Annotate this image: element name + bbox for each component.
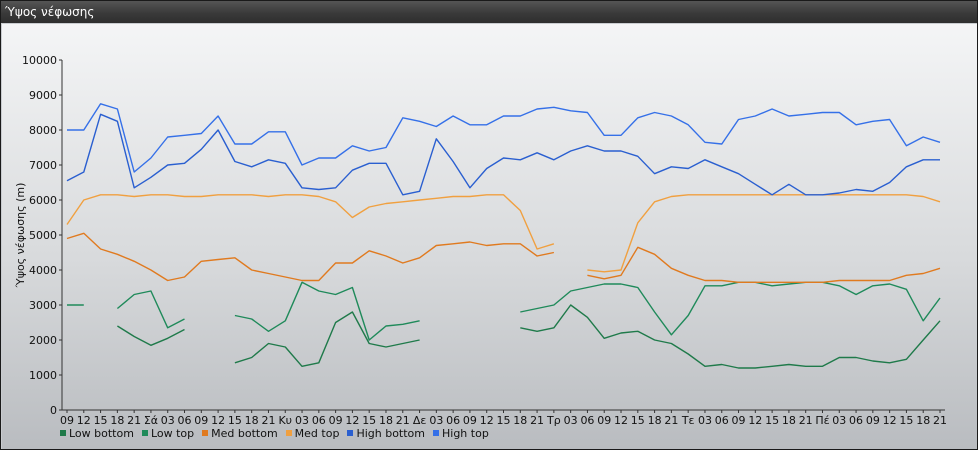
- legend-swatch: [141, 430, 148, 436]
- legend-item: Low bottom: [60, 427, 134, 440]
- series-line-high-top: [67, 103, 941, 173]
- legend-item: Low top: [141, 426, 195, 440]
- x-tick-label: 12: [345, 414, 359, 427]
- x-tick-label: 18: [513, 414, 527, 427]
- legend-label: Med top: [294, 426, 340, 440]
- x-tick-label: 06: [446, 414, 460, 427]
- y-tick-label: 5000: [29, 229, 57, 242]
- x-tick-label: 21: [799, 414, 813, 427]
- x-tick-label: 12: [480, 414, 494, 427]
- x-tick-label: 18: [916, 414, 930, 427]
- x-tick-label: 09: [463, 414, 477, 427]
- x-tick-label: Τε: [681, 414, 695, 427]
- legend-label: Med bottom: [211, 426, 278, 440]
- y-axis-label: Ύψος νέφωσης (m): [14, 183, 27, 289]
- x-tick-label: 06: [312, 414, 326, 427]
- legend-item: Med bottom: [202, 427, 278, 440]
- x-tick-label: 18: [379, 414, 393, 427]
- x-tick-label: 12: [77, 414, 91, 427]
- series-line-med-bottom: [66, 232, 941, 283]
- x-tick-label: Δε: [413, 414, 427, 427]
- x-tick-label: 15: [631, 414, 645, 427]
- legend-swatch: [285, 430, 292, 436]
- y-tick-label: 1000: [29, 369, 57, 382]
- y-tick-label: 9000: [29, 89, 57, 102]
- legend-swatch: [60, 430, 66, 436]
- x-tick-label: 03: [832, 414, 846, 427]
- x-tick-label: 21: [261, 414, 275, 427]
- legend-swatch: [433, 430, 439, 436]
- legend-swatch: [202, 430, 209, 436]
- x-tick-label: 12: [614, 414, 628, 427]
- series-lines: [66, 103, 941, 369]
- legend-item: Med top: [285, 426, 340, 440]
- x-tick-label: 15: [362, 414, 376, 427]
- x-tick-label: 06: [580, 414, 594, 427]
- x-tick-label: 15: [228, 414, 242, 427]
- x-tick-label: 06: [715, 414, 729, 427]
- x-tick-label: 18: [782, 414, 796, 427]
- x-tick-label: 03: [698, 414, 712, 427]
- legend-label: Low top: [150, 426, 195, 440]
- x-tick-label: 12: [211, 414, 225, 427]
- y-tick-label: 4000: [29, 264, 57, 277]
- x-tick-label: 21: [127, 414, 141, 427]
- y-tick-label: 6000: [29, 194, 57, 207]
- legend-item: High top: [433, 427, 489, 440]
- series-line-low-bottom: [117, 304, 941, 369]
- x-tick-label: 09: [60, 414, 74, 427]
- window-title: Ύψος νέφωσης: [1, 1, 977, 23]
- x-tick-label: 21: [664, 414, 678, 427]
- x-tick-label: 21: [530, 414, 544, 427]
- chart-legend: Low bottom Low top Med bottom Med top High b…: [60, 426, 489, 440]
- series-line-low-top: [67, 281, 941, 341]
- x-tick-label: Σά: [144, 414, 158, 427]
- x-tick-label: 15: [765, 414, 779, 427]
- x-tick-label: Τρ: [546, 414, 561, 427]
- x-tick-label: 09: [329, 414, 343, 427]
- x-tick-label: 15: [94, 414, 108, 427]
- x-tick-label: Κυ: [278, 414, 292, 427]
- y-tick-label: 7000: [29, 159, 57, 172]
- axes: 0 1000 2000 3000 4000 5000 6000 7000 8000 9000 100…: [22, 54, 947, 427]
- y-tick-label: 10000: [22, 54, 57, 67]
- legend-item: High bottom: [347, 427, 425, 440]
- x-tick-label: 03: [429, 414, 443, 427]
- x-tick-label: 03: [564, 414, 578, 427]
- legend-label: Low bottom: [69, 426, 134, 440]
- legend-swatch: [347, 430, 354, 436]
- x-tick-label: 09: [597, 414, 611, 427]
- x-tick-label: 06: [849, 414, 863, 427]
- x-tick-label: 18: [110, 414, 124, 427]
- x-tick-label: 09: [732, 414, 746, 427]
- series-line-high-bottom: [66, 113, 940, 196]
- x-tick-label: 03: [161, 414, 175, 427]
- x-tick-label: 06: [178, 414, 192, 427]
- x-tick-label: 12: [883, 414, 897, 427]
- y-tick-label: 2000: [29, 334, 57, 347]
- x-tick-label: 12: [748, 414, 762, 427]
- x-tick-label: 03: [295, 414, 309, 427]
- x-tick-label: 15: [497, 414, 511, 427]
- x-tick-label: Πέ: [815, 414, 829, 427]
- x-tick-label: 18: [245, 414, 259, 427]
- legend-label: High bottom: [356, 426, 425, 440]
- y-tick-label: 8000: [29, 124, 57, 137]
- legend-label: High top: [442, 426, 489, 440]
- x-tick-label: 18: [648, 414, 662, 427]
- x-tick-label: 21: [933, 414, 947, 427]
- x-tick-label: 09: [866, 414, 880, 427]
- x-tick-label: 15: [899, 414, 913, 427]
- chart-panel: [2, 24, 977, 449]
- y-tick-label: 3000: [29, 299, 57, 312]
- x-tick-label: 09: [194, 414, 208, 427]
- x-tick-label: 21: [396, 414, 410, 427]
- series-line-med-top: [66, 194, 941, 273]
- y-tick-label: 0: [50, 404, 57, 417]
